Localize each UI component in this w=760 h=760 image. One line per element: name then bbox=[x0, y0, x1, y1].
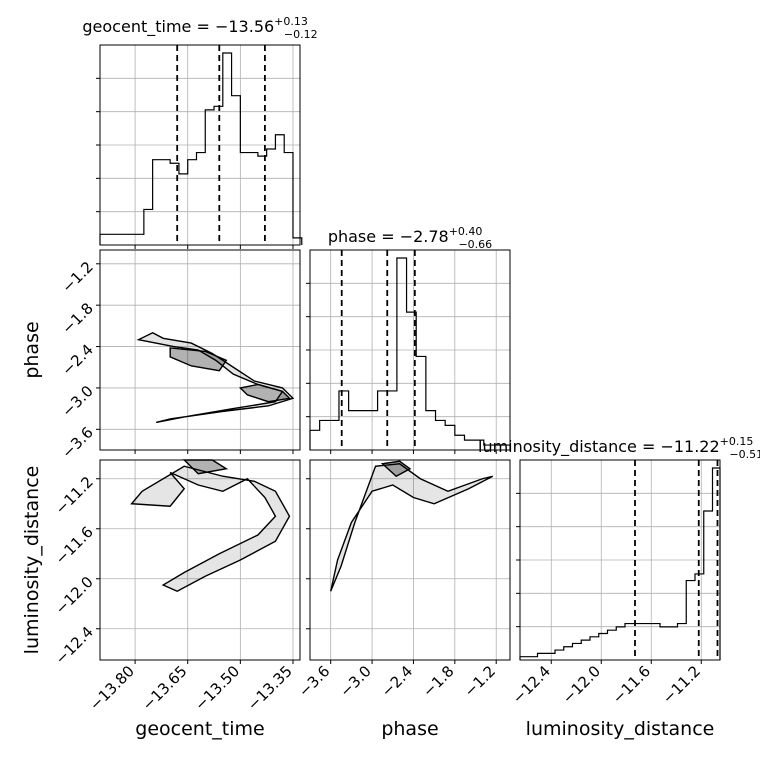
y-tick-label: −11.2 bbox=[52, 473, 97, 518]
panel-phase-vs-phase bbox=[306, 249, 511, 454]
contour bbox=[130, 465, 291, 593]
x-axis-label-geocent_time: geocent_time bbox=[135, 718, 264, 740]
y-axis-label-phase: phase bbox=[21, 321, 43, 378]
y-tick-label: −2.4 bbox=[58, 341, 96, 379]
x-tick-label: −13.80 bbox=[86, 662, 138, 714]
x-tick-label: −13.65 bbox=[139, 662, 191, 714]
contour bbox=[136, 331, 295, 424]
title-luminosity-distance: luminosity_distance = −11.22+0.15 −0.51 bbox=[478, 435, 760, 461]
y-tick-label: −1.2 bbox=[58, 258, 96, 296]
y-tick-label: −12.4 bbox=[52, 623, 97, 668]
panel-frame bbox=[99, 44, 301, 246]
panel-luminosity_distance-vs-geocent_time: −13.80 −13.65 −13.50 −13.35 −12.4 −12.0 −11.6 −… bbox=[52, 459, 301, 714]
y-tick-label: −3.6 bbox=[58, 423, 96, 461]
x-tick-label: −13.35 bbox=[244, 662, 296, 714]
panel-luminosity_distance-vs-luminosity_distance: −12.4 −12.0 −11.6 −11.2 bbox=[509, 459, 721, 707]
x-tick-label: −1.2 bbox=[461, 662, 499, 700]
title-geocent-time: geocent_time = −13.56+0.13 −0.12 bbox=[82, 15, 317, 41]
histogram-luminosity_distance bbox=[519, 467, 721, 660]
y-tick-label: −1.8 bbox=[58, 299, 96, 337]
contour bbox=[169, 347, 228, 372]
contour bbox=[330, 463, 494, 592]
y-tick-label: −11.6 bbox=[52, 523, 97, 568]
panel-luminosity_distance-vs-phase: −3.6 −3.0 −2.4 −1.8 −1.2 bbox=[295, 459, 511, 701]
panel-geocent_time-vs-geocent_time bbox=[96, 44, 303, 249]
x-tick-label: −3.6 bbox=[295, 662, 333, 700]
x-tick-label: −3.0 bbox=[336, 662, 374, 700]
y-tick-label: −3.0 bbox=[58, 382, 96, 420]
x-tick-label: −11.6 bbox=[609, 662, 654, 707]
y-tick-label: −12.0 bbox=[52, 573, 97, 618]
x-axis-label-phase: phase bbox=[381, 718, 438, 740]
panel-frame bbox=[519, 459, 721, 661]
x-tick-label: −13.50 bbox=[191, 662, 243, 714]
contour bbox=[238, 383, 291, 403]
histogram-phase bbox=[309, 257, 511, 450]
panel-frame bbox=[309, 459, 511, 661]
x-tick-label: −2.4 bbox=[378, 662, 416, 700]
panel-frame bbox=[309, 249, 511, 451]
x-tick-label: −11.2 bbox=[659, 662, 704, 707]
x-tick-label: −1.8 bbox=[419, 662, 457, 700]
panel-phase-vs-geocent_time: −3.6−3.0−2.4 −1.8−1.2 bbox=[58, 249, 301, 462]
histogram-geocent_time bbox=[99, 52, 303, 245]
x-tick-label: −12.0 bbox=[559, 662, 604, 707]
title-phase: phase = −2.78+0.40 −0.66 bbox=[328, 225, 492, 251]
panel-frame bbox=[99, 249, 301, 451]
x-axis-label-luminosity_distance: luminosity_distance bbox=[526, 718, 715, 740]
panel-frame bbox=[99, 459, 301, 661]
contour bbox=[380, 460, 412, 478]
x-tick-label: −12.4 bbox=[509, 662, 554, 707]
corner-panels: −3.6−3.0−2.4−1.8−1.2−13.80 −13.65 −13.50 −1… bbox=[21, 44, 721, 740]
y-axis-label-luminosity_distance: luminosity_distance bbox=[21, 466, 43, 655]
